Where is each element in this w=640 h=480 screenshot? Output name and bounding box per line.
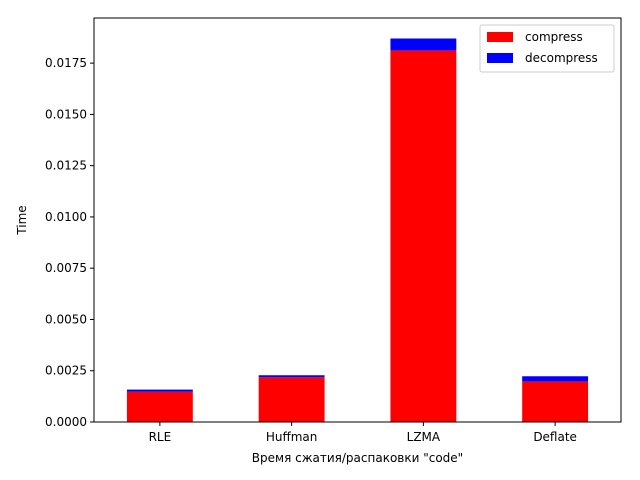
y-axis: 0.0000 0.0025 0.0050 0.0075 0.0100 0.0125 0.01… — [45, 56, 94, 429]
y-tick-label: 0.0175 — [45, 56, 87, 70]
y-tick-label: 0.0075 — [45, 261, 87, 275]
bar-decompress-3 — [522, 376, 589, 382]
x-tick-label: Deflate — [533, 430, 577, 444]
x-axis: RLE Huffman LZMA Deflate — [149, 422, 577, 444]
bar-compress-1 — [258, 377, 325, 422]
x-tick-label: Huffman — [266, 430, 318, 444]
x-tick-label: RLE — [149, 430, 172, 444]
y-tick-label: 0.0100 — [45, 210, 87, 224]
y-tick-label: 0.0125 — [45, 159, 87, 173]
x-tick-label: LZMA — [407, 430, 441, 444]
y-tick-label: 0.0000 — [45, 415, 87, 429]
legend-swatch-decompress — [487, 53, 513, 63]
bar-decompress-2 — [390, 38, 457, 51]
bar-compress-2 — [390, 50, 457, 422]
legend: compress decompress — [479, 24, 615, 73]
plot-frame — [93, 17, 622, 423]
x-axis-label: Время сжатия/распаковки "code" — [252, 451, 463, 465]
legend-label-decompress: decompress — [525, 51, 598, 65]
bar-compress-3 — [522, 381, 589, 422]
y-axis-label: Time — [15, 205, 29, 235]
bar-compress-0 — [126, 391, 193, 422]
legend-label-compress: compress — [525, 30, 583, 44]
bars-layer — [126, 38, 589, 422]
y-tick-label: 0.0025 — [45, 364, 87, 378]
legend-swatch-compress — [487, 32, 513, 42]
bar-decompress-0 — [126, 389, 193, 392]
legend-box — [479, 24, 615, 73]
y-tick-label: 0.0150 — [45, 107, 87, 121]
y-tick-label: 0.0050 — [45, 312, 87, 326]
bar-decompress-1 — [258, 375, 325, 378]
